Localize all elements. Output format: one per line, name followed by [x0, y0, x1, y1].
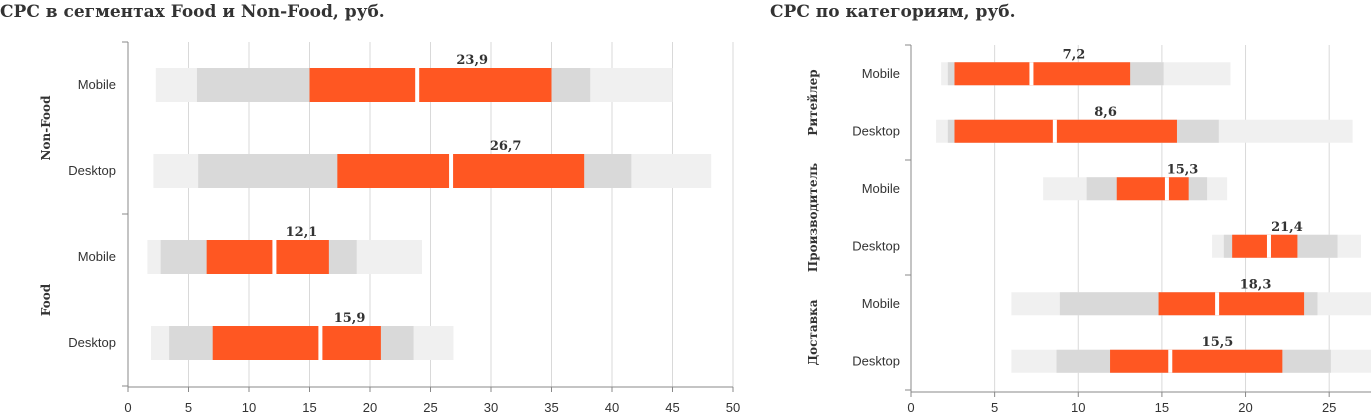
x-tick-label: 50 — [726, 400, 740, 415]
median-marker — [1215, 292, 1220, 316]
median-marker — [272, 240, 277, 274]
x-tick-label: 25 — [1322, 400, 1336, 415]
category-label: Desktop — [852, 353, 900, 368]
x-tick-label: 5 — [185, 400, 192, 415]
bar-core-range — [1158, 292, 1305, 316]
data-label: 21,4 — [1271, 220, 1303, 235]
x-tick-label: 30 — [484, 400, 498, 415]
bar-core-range — [337, 154, 585, 188]
x-tick-label: 15 — [1155, 400, 1169, 415]
x-tick-label: 20 — [363, 400, 377, 415]
median-marker — [1164, 177, 1169, 201]
x-tick-label: 0 — [907, 400, 914, 415]
bar-core-range — [309, 68, 552, 102]
data-label: 8,6 — [1094, 105, 1117, 120]
category-label: Mobile — [78, 249, 116, 264]
category-label: Desktop — [852, 238, 900, 253]
data-label: 15,9 — [334, 311, 366, 326]
data-label: 23,9 — [456, 53, 488, 68]
group-label: Ритейлер — [806, 69, 820, 135]
x-tick-label: 25 — [423, 400, 437, 415]
data-label: 15,5 — [1202, 335, 1234, 350]
category-label: Mobile — [862, 296, 900, 311]
median-marker — [1052, 119, 1057, 143]
bar-core-range — [1116, 177, 1189, 201]
category-label: Desktop — [852, 123, 900, 138]
category-label: Mobile — [862, 66, 900, 81]
bar-core-range — [206, 240, 329, 274]
category-label: Desktop — [68, 335, 116, 350]
median-marker — [1168, 349, 1173, 373]
x-tick-label: 15 — [302, 400, 316, 415]
group-label: Доставка — [806, 299, 820, 365]
median-marker — [1266, 234, 1271, 258]
x-tick-label: 0 — [124, 400, 131, 415]
chart-categories: 0 5 10 15 20 25 Ритейлер 7,2 Mobile 8,6 Desktop Про… — [806, 44, 1371, 415]
group-label: Food — [39, 283, 53, 316]
median-marker — [1029, 62, 1034, 86]
group-label: Производитель — [806, 163, 820, 272]
data-label: 26,7 — [490, 139, 522, 154]
category-label: Mobile — [862, 181, 900, 196]
x-tick-label: 40 — [605, 400, 619, 415]
data-label: 15,3 — [1167, 162, 1199, 177]
x-tick-label: 45 — [665, 400, 679, 415]
bar-core-range — [1110, 349, 1283, 373]
chart-title-segments: CPC в сегментах Food и Non-Food, руб. — [0, 2, 385, 22]
x-tick-label: 10 — [242, 400, 256, 415]
data-label: 18,3 — [1240, 277, 1272, 292]
x-tick-label: 10 — [1071, 400, 1085, 415]
data-label: 7,2 — [1063, 47, 1086, 62]
median-marker — [415, 68, 420, 102]
bar-core-range — [954, 62, 1131, 86]
x-tick-label: 20 — [1238, 400, 1252, 415]
category-label: Desktop — [68, 163, 116, 178]
data-label: 12,1 — [286, 225, 318, 240]
category-label: Mobile — [78, 77, 116, 92]
bar-core-range — [1232, 234, 1298, 258]
group-label: Non-Food — [39, 95, 53, 161]
chart-segments: 0 5 10 15 20 25 30 35 40 45 50 Non-Food 23,9 Mobile 26… — [39, 41, 740, 415]
bar-core-range — [212, 326, 381, 360]
x-tick-label: 5 — [991, 400, 998, 415]
chart-title-categories: CPC по категориям, руб. — [770, 2, 1016, 22]
bar-core-range — [954, 119, 1177, 143]
x-tick-label: 35 — [544, 400, 558, 415]
median-marker — [318, 326, 323, 360]
median-marker — [449, 154, 454, 188]
